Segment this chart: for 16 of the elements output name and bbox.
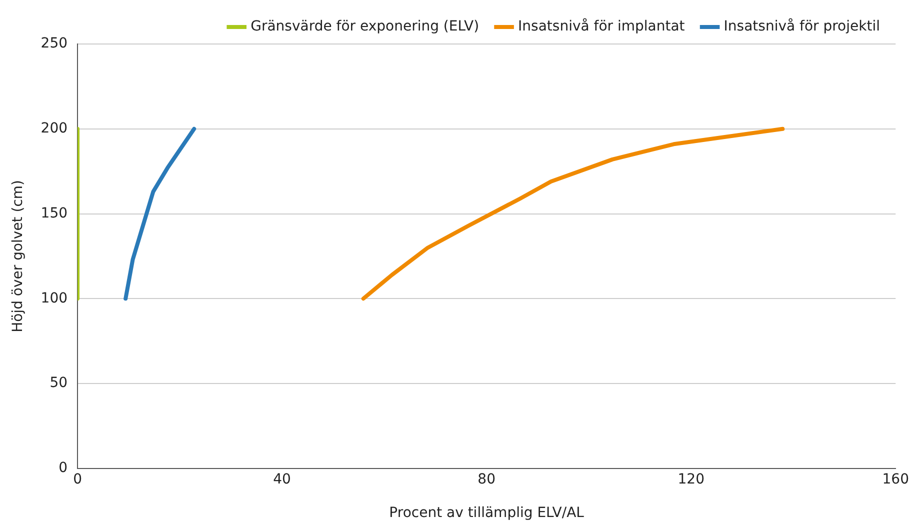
y-tick-label: 250 [40, 36, 68, 52]
y-tick-label: 0 [58, 460, 68, 476]
x-tick-label: 80 [478, 471, 496, 488]
x-tick-label: 40 [273, 471, 291, 488]
y-tick-label: 50 [50, 375, 68, 392]
y-tick-label: 150 [40, 205, 68, 222]
legend-label: Insatsnivå för projektil [724, 18, 880, 35]
x-tick-label: 160 [882, 471, 910, 488]
y-tick-label: 100 [40, 290, 68, 306]
legend-label: Gränsvärde för exponering (ELV) [250, 18, 480, 35]
legend-label: Insatsnivå för implantat [518, 18, 686, 35]
x-tick-label: 120 [678, 471, 704, 488]
y-tick-label: 200 [40, 120, 68, 137]
x-tick-label: 0 [73, 471, 82, 488]
x-axis-title: Procent av tillämplig ELV/AL [389, 505, 584, 522]
y-axis-title: Höjd över golvet (cm) [10, 180, 26, 332]
